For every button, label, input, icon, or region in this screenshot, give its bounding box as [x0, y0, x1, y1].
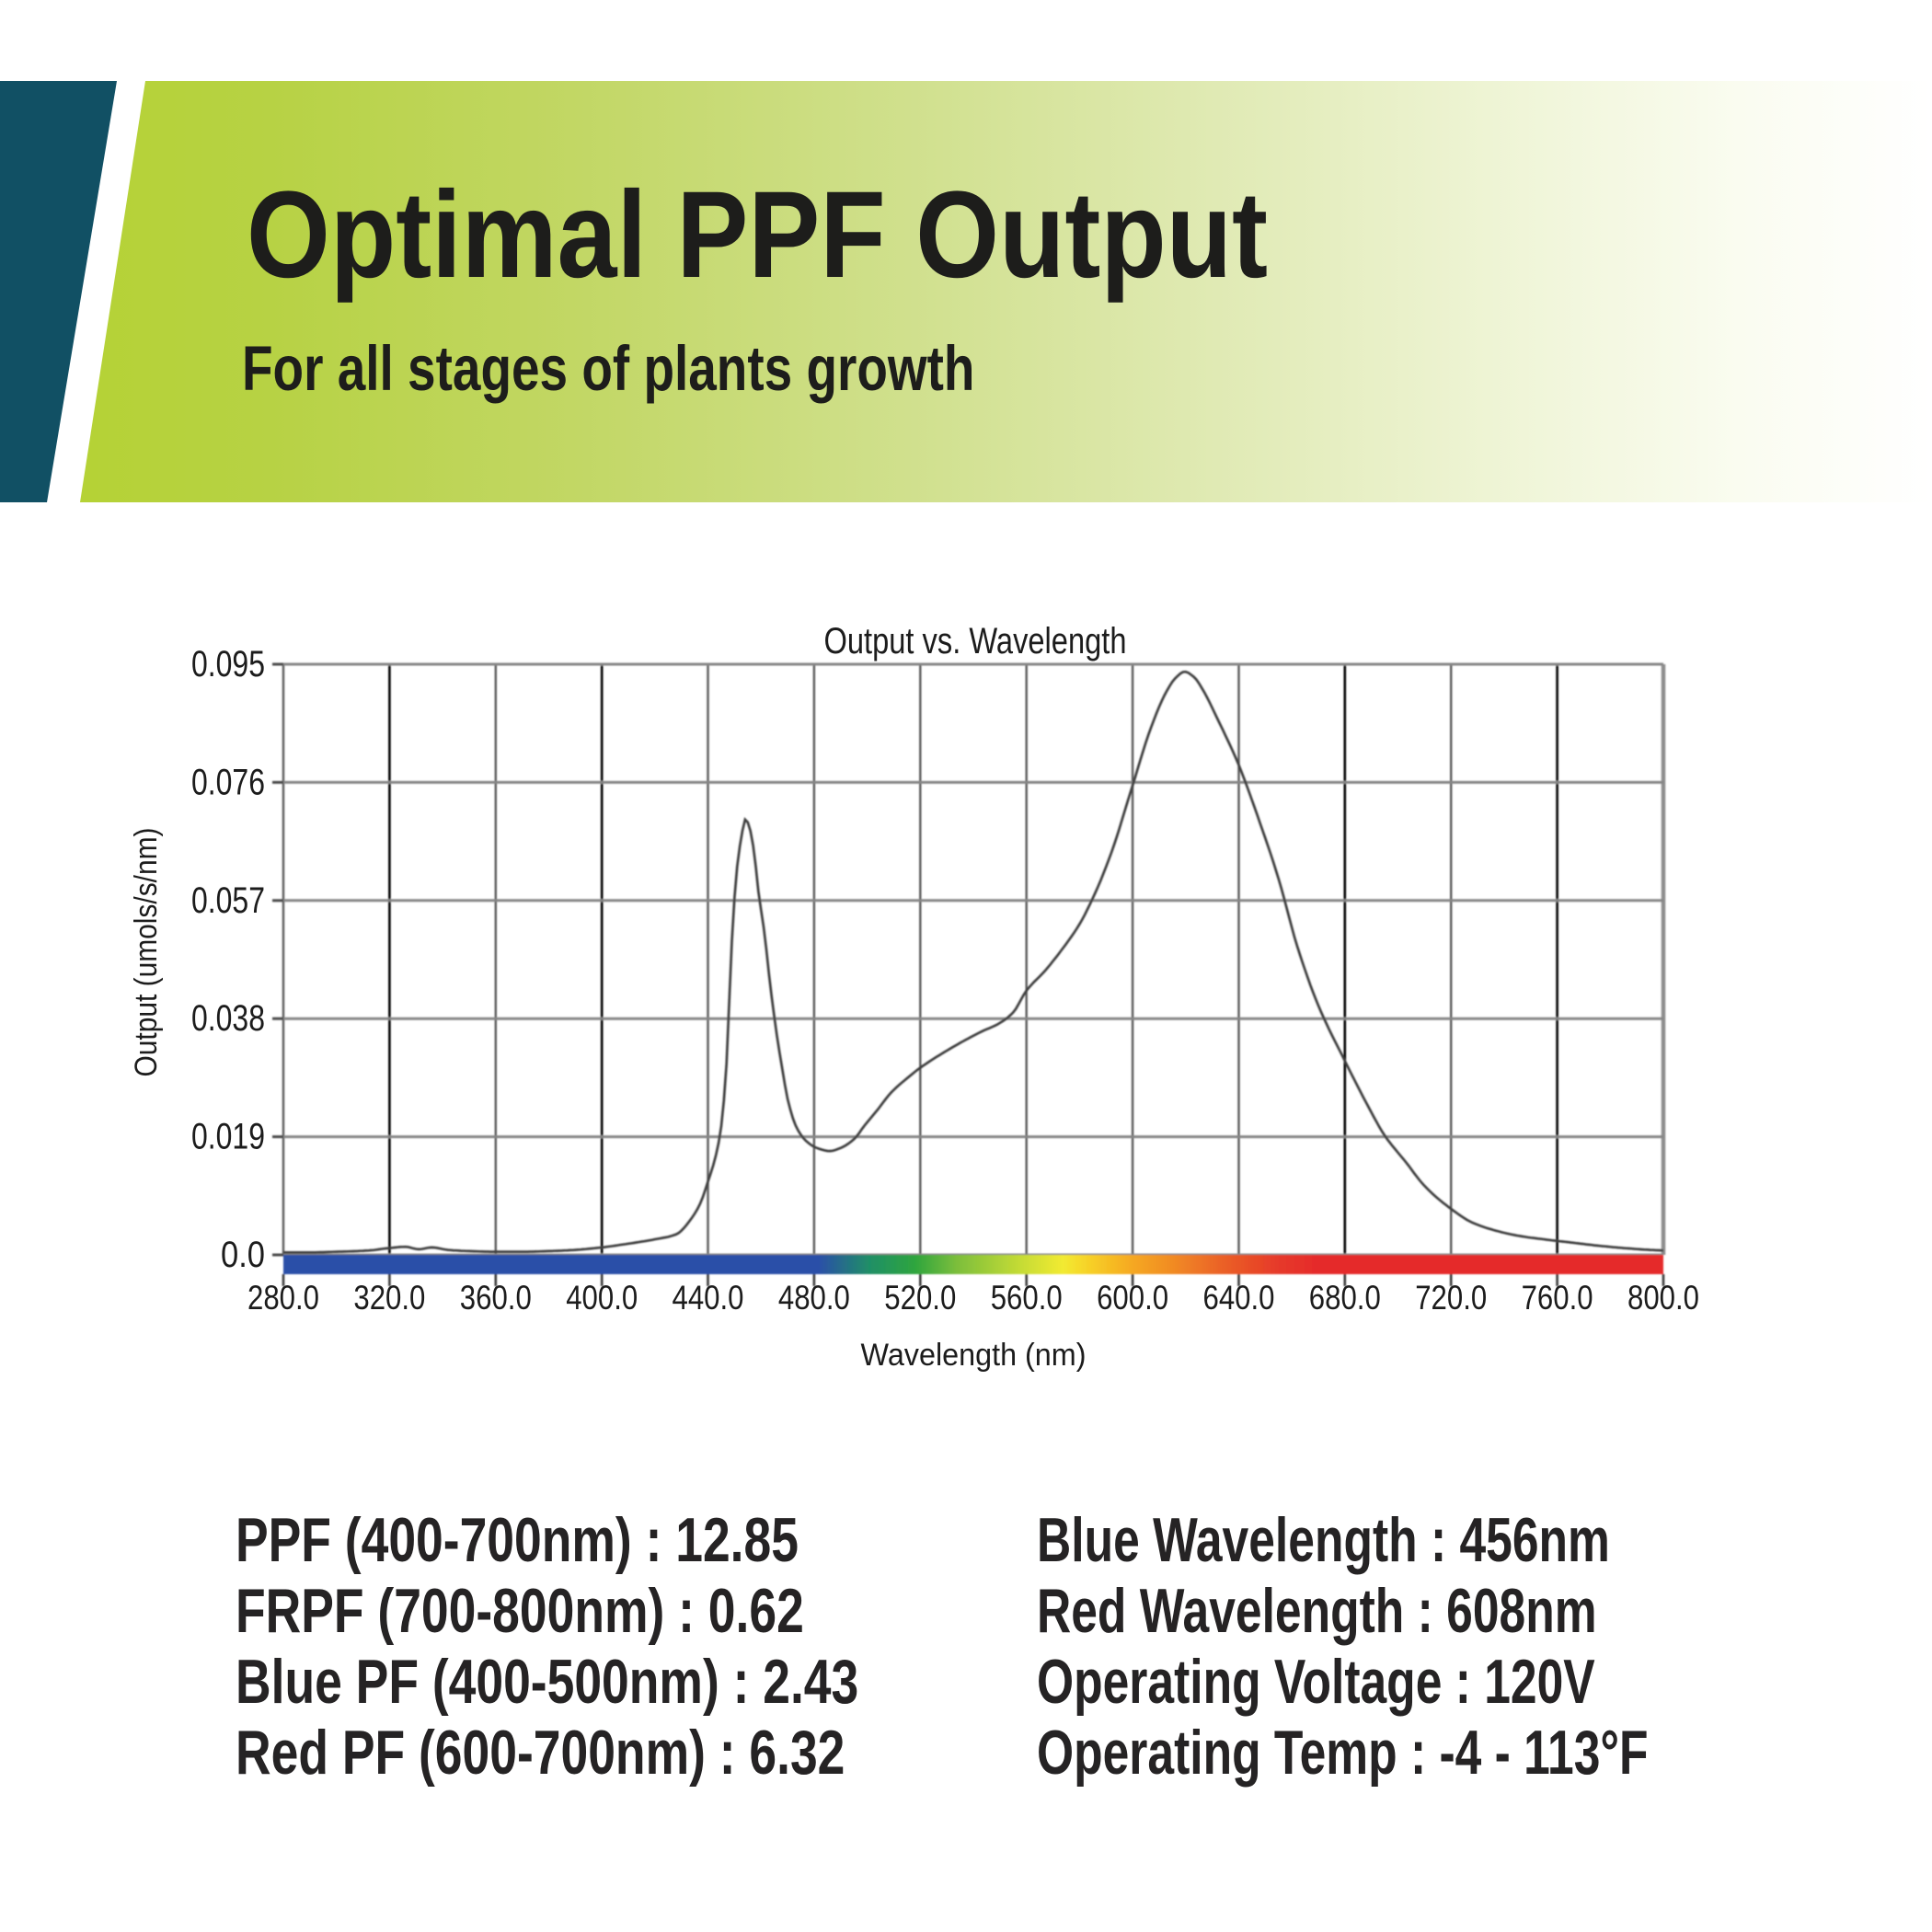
svg-text:0.0: 0.0 [221, 1235, 265, 1275]
svg-text:320.0: 320.0 [353, 1279, 425, 1317]
svg-text:0.095: 0.095 [191, 644, 265, 684]
svg-text:720.0: 720.0 [1415, 1279, 1487, 1317]
svg-text:280.0: 280.0 [247, 1279, 319, 1317]
svg-text:440.0: 440.0 [673, 1279, 744, 1317]
svg-text:0.057: 0.057 [191, 880, 265, 921]
svg-text:800.0: 800.0 [1627, 1279, 1699, 1317]
svg-text:680.0: 680.0 [1309, 1279, 1381, 1317]
svg-text:Wavelength (nm): Wavelength (nm) [861, 1338, 1087, 1373]
svg-text:Output (umols/s/nm): Output (umols/s/nm) [129, 828, 164, 1077]
svg-text:0.019: 0.019 [191, 1117, 265, 1157]
svg-text:480.0: 480.0 [778, 1279, 850, 1317]
svg-text:640.0: 640.0 [1203, 1279, 1275, 1317]
svg-text:400.0: 400.0 [566, 1279, 638, 1317]
svg-text:360.0: 360.0 [460, 1279, 532, 1317]
svg-text:760.0: 760.0 [1522, 1279, 1593, 1317]
svg-text:600.0: 600.0 [1097, 1279, 1168, 1317]
svg-text:0.038: 0.038 [191, 998, 265, 1039]
svg-text:Output vs. Wavelength: Output vs. Wavelength [824, 621, 1127, 661]
svg-text:0.076: 0.076 [191, 762, 265, 802]
svg-text:520.0: 520.0 [884, 1279, 956, 1317]
svg-text:560.0: 560.0 [991, 1279, 1063, 1317]
